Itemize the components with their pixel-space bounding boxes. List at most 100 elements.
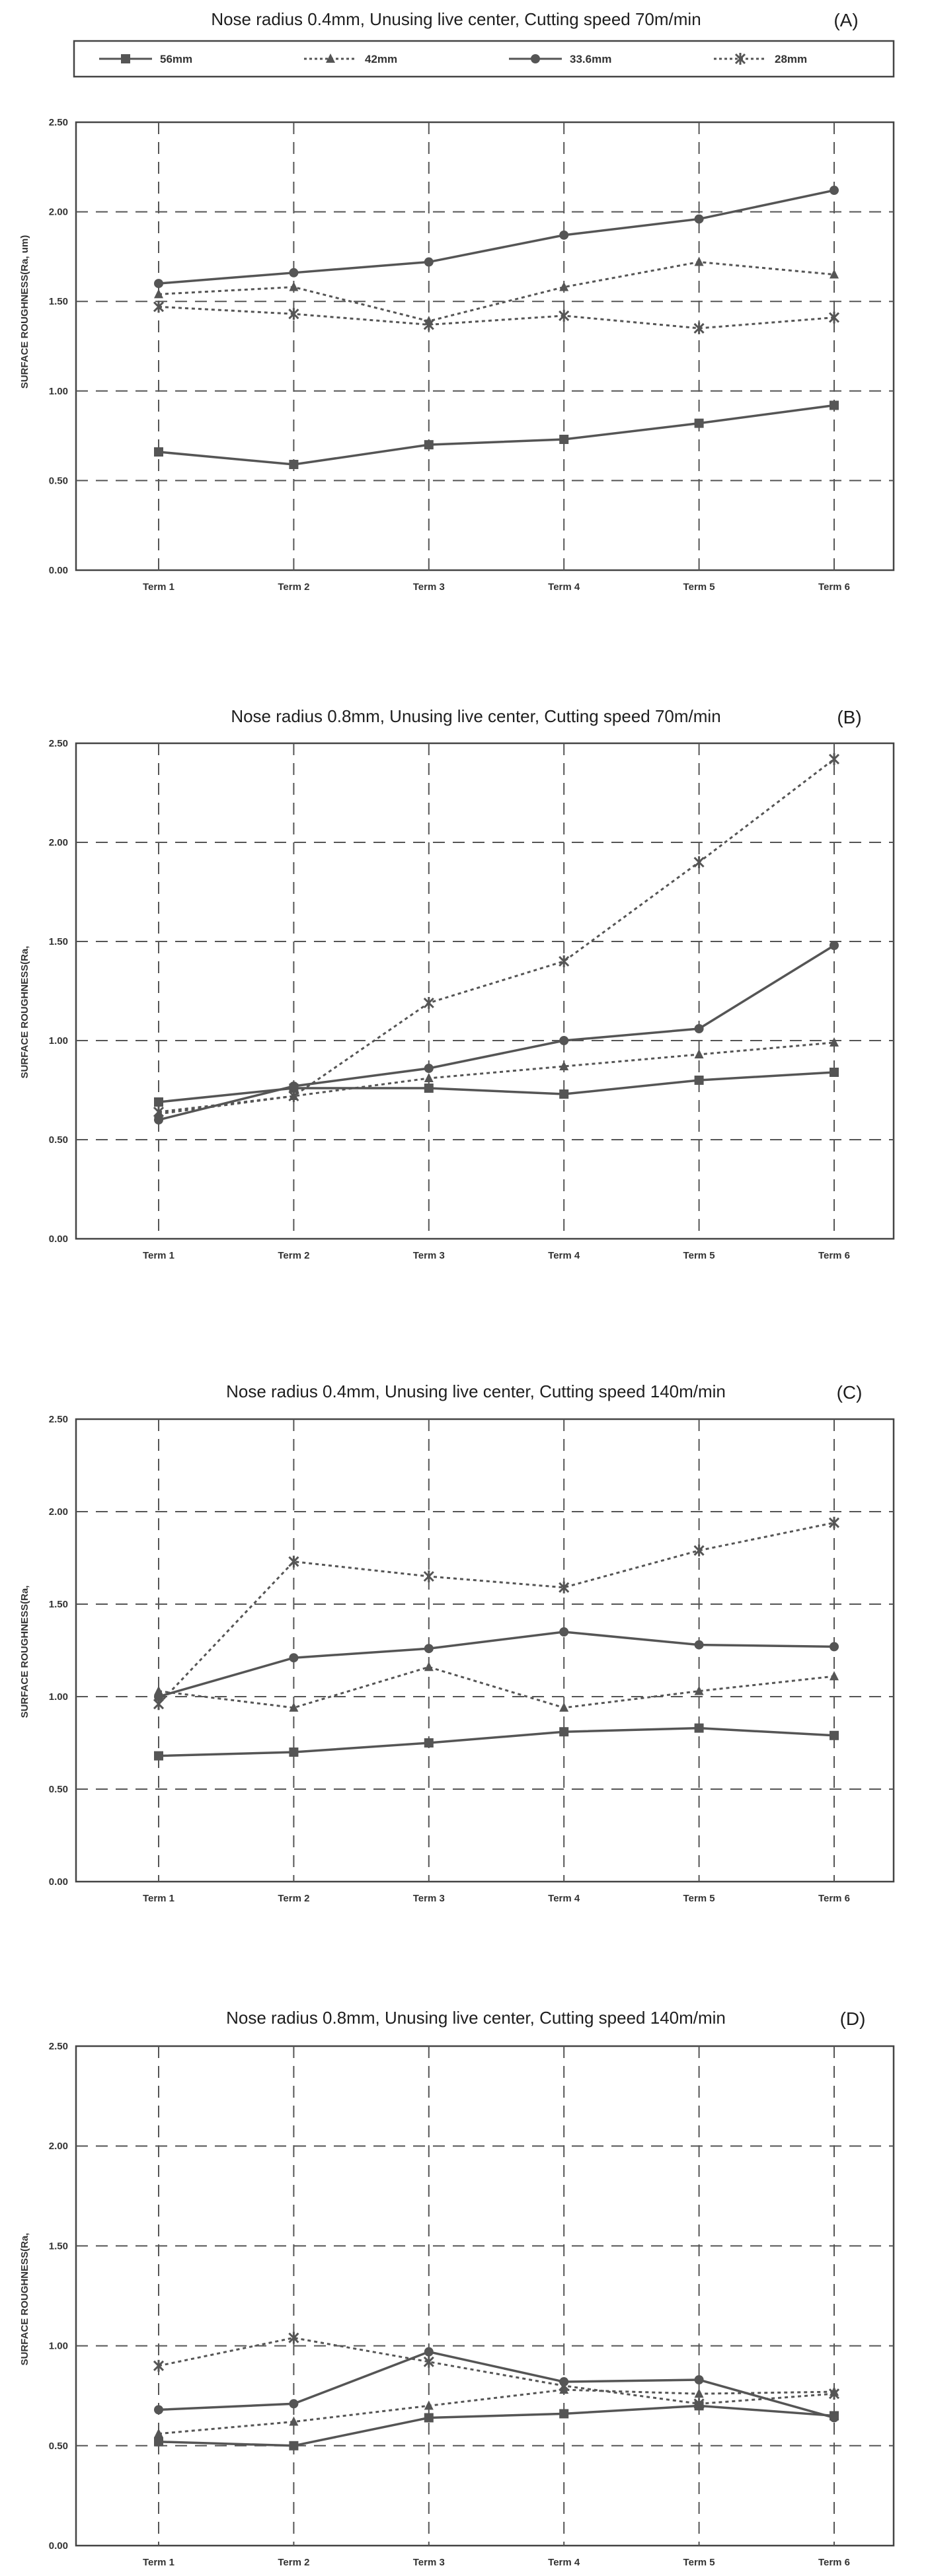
legend-marker-33-6mm — [531, 54, 540, 63]
y-axis-label-d: SURFACE ROUGHNESS(Ra, — [19, 2233, 30, 2366]
x-tick-label-b-6: Term 6 — [818, 1250, 850, 1261]
data-point-28mm-d-5 — [693, 2398, 705, 2410]
y-tick-label-b-1: 0.50 — [49, 1134, 68, 1146]
data-point-56mm-b-4 — [559, 1089, 569, 1099]
legend-entry-28mm: 28mm — [714, 53, 807, 65]
x-tick-label-d-3: Term 3 — [413, 2557, 445, 2568]
x-tick-label-a-5: Term 5 — [683, 581, 715, 593]
gridlines-b — [76, 743, 894, 1239]
data-point-28mm-a-2 — [288, 308, 299, 320]
x-tick-label-a-6: Term 6 — [818, 581, 850, 593]
data-point-33-6mm-b-5 — [694, 1024, 704, 1033]
data-point-28mm-d-6 — [828, 2388, 840, 2400]
y-ticks-d: 0.00 0.50 1.00 1.50 2.00 2.50 — [49, 2041, 68, 2552]
series-56mm-d — [154, 2401, 839, 2450]
y-ticks-a: 0.00 0.50 1.00 1.50 2.00 2.50 — [49, 117, 68, 576]
data-point-42mm-c-5 — [694, 1685, 704, 1695]
data-point-33-6mm-a-6 — [830, 186, 839, 196]
legend-box — [73, 40, 895, 78]
plot-frame-c — [75, 1418, 895, 1883]
x-tick-label-a-4: Term 4 — [548, 581, 580, 593]
data-point-42mm-c-2 — [289, 1702, 299, 1712]
y-tick-label-d-3: 1.50 — [49, 2240, 68, 2252]
series-c — [153, 1516, 840, 1761]
data-point-28mm-b-4 — [559, 955, 570, 967]
data-point-42mm-b-4 — [559, 1061, 569, 1070]
x-tick-label-a-3: Term 3 — [413, 581, 445, 593]
x-tick-label-c-1: Term 1 — [143, 1893, 174, 1904]
y-tick-label-d-1: 0.50 — [49, 2441, 68, 2452]
series-42mm-a — [154, 256, 839, 326]
series-line-33-6mm-d — [158, 2350, 835, 2419]
plot-frame-d — [75, 2045, 895, 2547]
panel-label-c: (C) — [837, 1382, 863, 1403]
data-point-33-6mm-d-1 — [154, 2405, 163, 2415]
series-line-56mm-d — [158, 2404, 835, 2447]
data-point-28mm-d-2 — [288, 2332, 299, 2344]
data-point-33-6mm-c-3 — [424, 1644, 434, 1654]
legend-entry-42mm: 42mm — [304, 53, 397, 65]
data-point-56mm-a-2 — [289, 459, 299, 469]
y-ticks-c: 0.00 0.50 1.00 1.50 2.00 2.50 — [49, 1414, 68, 1888]
data-point-42mm-a-2 — [289, 281, 299, 291]
data-point-28mm-a-6 — [828, 311, 840, 324]
chart-panel-b: Nose radius 0.8mm, Unusing live center, … — [19, 706, 895, 1261]
data-point-33-6mm-c-1 — [154, 1692, 163, 1701]
data-point-56mm-b-1 — [154, 1097, 163, 1107]
data-point-33-6mm-c-2 — [289, 1653, 299, 1663]
legend-label-33-6mm: 33.6mm — [570, 53, 611, 65]
y-tick-label-b-2: 1.00 — [49, 1035, 68, 1047]
y-tick-label-c-1: 0.50 — [49, 1784, 68, 1795]
series-33-6mm-d — [154, 2347, 839, 2423]
data-point-56mm-c-6 — [830, 1730, 839, 1740]
data-point-56mm-a-3 — [424, 440, 434, 450]
y-tick-label-b-5: 2.50 — [49, 738, 68, 749]
data-point-28mm-a-1 — [153, 301, 165, 313]
y-tick-label-d-4: 2.00 — [49, 2141, 68, 2152]
data-point-33-6mm-c-5 — [694, 1640, 704, 1650]
data-point-28mm-b-5 — [693, 856, 705, 868]
series-56mm-c — [154, 1723, 839, 1761]
data-point-56mm-a-6 — [830, 400, 839, 410]
data-point-28mm-c-1 — [153, 1698, 165, 1711]
data-point-28mm-b-1 — [153, 1106, 165, 1118]
panel-label-a: (A) — [833, 10, 858, 30]
y-ticks-b: 0.00 0.50 1.00 1.50 2.00 2.50 — [49, 738, 68, 1245]
x-tick-label-b-1: Term 1 — [143, 1250, 174, 1261]
y-axis-label-a: SURFACE ROUGHNESS(Ra, um) — [19, 235, 30, 389]
series-28mm-c — [153, 1516, 840, 1711]
data-point-33-6mm-a-4 — [559, 230, 569, 240]
data-point-42mm-b-5 — [694, 1049, 704, 1058]
chart-panel-c: Nose radius 0.4mm, Unusing live center, … — [19, 1381, 895, 1904]
data-point-56mm-c-5 — [694, 1723, 704, 1733]
data-point-42mm-b-3 — [424, 1073, 434, 1082]
data-point-33-6mm-b-1 — [154, 1115, 163, 1124]
series-33-6mm-b — [154, 941, 839, 1124]
panel-label-d: (D) — [840, 2008, 866, 2029]
series-line-33-6mm-c — [158, 1631, 835, 1698]
data-point-42mm-d-1 — [154, 2428, 163, 2438]
data-point-28mm-d-3 — [423, 2355, 434, 2368]
data-point-33-6mm-d-2 — [289, 2399, 299, 2409]
data-point-28mm-b-2 — [288, 1090, 299, 1102]
x-tick-label-b-2: Term 2 — [278, 1250, 309, 1261]
series-line-28mm-d — [158, 2336, 835, 2405]
legend-entry-33-6mm: 33.6mm — [509, 53, 611, 65]
data-point-28mm-b-3 — [423, 997, 434, 1009]
data-point-33-6mm-c-6 — [830, 1642, 839, 1652]
series-28mm-b — [153, 753, 840, 1118]
chart-title-d: Nose radius 0.8mm, Unusing live center, … — [226, 2008, 726, 2028]
series-56mm-a — [154, 400, 839, 469]
data-point-33-6mm-a-2 — [289, 268, 299, 277]
y-tick-label-c-5: 2.50 — [49, 1414, 68, 1425]
x-tick-label-a-1: Term 1 — [143, 581, 174, 593]
y-tick-label-b-3: 1.50 — [49, 936, 68, 947]
data-point-33-6mm-b-3 — [424, 1064, 434, 1073]
series-d — [153, 2332, 840, 2450]
data-point-33-6mm-a-3 — [424, 257, 434, 267]
series-line-56mm-b — [158, 1071, 835, 1103]
series-line-33-6mm-a — [158, 189, 835, 285]
data-point-56mm-b-6 — [830, 1068, 839, 1077]
data-point-42mm-b-6 — [830, 1037, 839, 1047]
